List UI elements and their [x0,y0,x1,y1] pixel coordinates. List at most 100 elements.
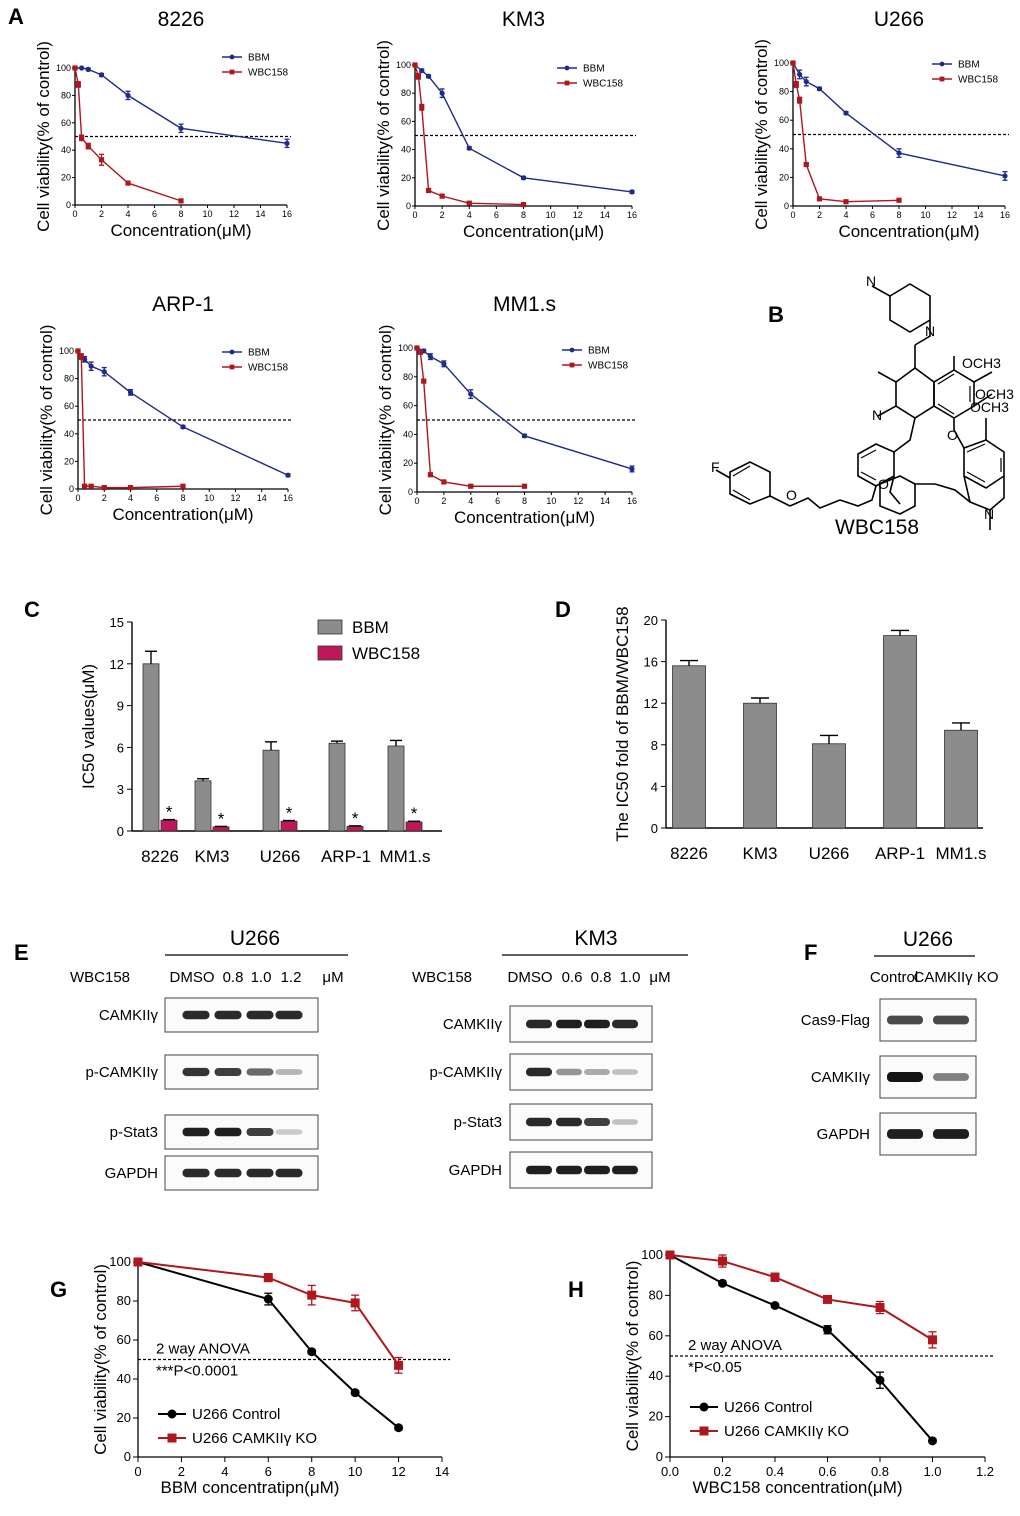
x-tick-label: 0.6 [818,1464,836,1479]
panel-label-c: C [24,597,40,622]
legend-marker [699,1426,709,1436]
data-point [394,1423,404,1433]
annotation: ***P<0.0001 [156,1363,238,1380]
chart-c: 0 3 6 9 12 15 IC50 values(μM) 8226 * KM3 * U266 * ARP… [79,615,442,866]
data-point [88,483,94,489]
y-tick-label: 60 [779,115,789,125]
y-tick-label: 0 [66,200,71,210]
legend-marker [569,362,575,368]
y-axis-label: Cell viability(% of control) [91,1264,110,1455]
data-point [307,1290,317,1300]
y-tick-label: 100 [59,346,74,356]
data-point [180,483,186,489]
blot-title: U266 [903,928,953,951]
x-tick-label: 2 [817,210,822,220]
x-tick-label: 10 [204,493,214,503]
legend-label: U266 Control [724,1399,812,1416]
blot-title: U266 [230,927,280,950]
x-tick-label: 1.0 [923,1464,941,1479]
y-tick-label: 60 [117,1332,131,1347]
chart-h: 0.0 0.2 0.4 0.6 0.8 1.0 1.2 0 20 40 60 80 100 WBC158 … [623,1247,994,1497]
x-tick-label: 8 [178,209,183,219]
y-tick-label: 20 [64,456,74,466]
data-point [439,193,445,199]
protein-label: p-Stat3 [110,1124,158,1141]
x-axis-label: BBM concentratipn(μM) [161,1478,340,1497]
significance-star: * [218,809,225,828]
data-point [468,391,474,397]
data-point [284,140,290,146]
y-tick-label: 40 [403,429,413,439]
data-point [875,1375,885,1385]
y-tick-label: 60 [403,401,413,411]
data-point [101,485,107,491]
x-tick-label: 6 [152,209,157,219]
legend-label: BBM [958,60,980,71]
y-tick-label: 100 [109,1254,131,1269]
data-point [425,73,432,79]
atom-och3-2: OCH3 [975,386,1014,402]
x-tick-label: 6 [495,496,500,506]
data-point [127,389,134,395]
data-point [72,65,78,71]
blot-band [246,1068,274,1076]
y-tick-label: 20 [649,1409,663,1424]
data-point [75,81,81,88]
blot-band [182,1127,210,1137]
bar [387,745,405,832]
y-tick-label: 0 [656,1449,663,1464]
significance-star: * [286,804,293,823]
x-tick-label: 2 [178,1464,185,1479]
bar [743,702,777,829]
chart-g: 0 2 4 6 8 10 12 14 0 20 40 60 80 100 BBM concentratipn… [91,1254,450,1497]
data-point [88,363,94,369]
y-axis-label: Cell viability(% of control) [34,41,53,232]
blot-panel: U266 WBC158 DMSO 0.8 1.0 1.2 μM CAMKIIγ p-CAMKII… [70,927,348,1191]
data-point [425,187,432,194]
legend-marker [167,1433,177,1443]
legend-label: U266 Control [192,1406,280,1423]
blot-band [246,1010,274,1020]
x-tick-label: 10 [546,210,556,220]
legend-label: U266 CAMKIIγ KO [724,1423,849,1440]
data-point [85,66,91,72]
blot-band [933,1073,969,1081]
panel-label-h: H [568,1277,584,1302]
x-tick-label: 10 [202,209,212,219]
y-tick-label: 80 [401,88,411,98]
blot-band [182,1010,210,1020]
x-tick-label: 6 [494,210,499,220]
y-tick-label: 80 [649,1287,663,1302]
legend-label: WBC158 [248,363,288,374]
x-tick-label: 4 [125,209,130,219]
atom-n2: N [925,323,935,339]
legend-marker [939,76,945,82]
legend-marker [699,1402,709,1412]
blot-band [612,1119,638,1125]
x-tick-label: 12 [391,1464,405,1479]
x-tick-label: 12 [230,493,240,503]
data-point [75,348,81,354]
x-tick-label: 4 [128,493,133,503]
x-tick-label: 0 [414,496,419,506]
x-tick-label: 12 [573,496,583,506]
y-tick-label: 40 [61,145,71,155]
x-tick-label: 2 [102,493,107,503]
category-label: KM3 [743,844,778,863]
y-tick-label: 80 [64,374,74,384]
data-point [896,150,902,156]
data-point [797,71,803,78]
data-point [180,424,186,430]
series-line [414,64,524,206]
chart-a5: 0 2 4 6 8 10 12 14 16 0 20 40 60 80 100 Concentration(μ… [376,293,637,527]
y-tick-label: 0 [69,484,74,494]
x-tick-label: 0 [412,210,417,220]
blot-band [556,1068,582,1076]
chart-a1: 0 2 4 6 8 10 12 14 16 0 20 40 60 80 100 Concentration(μ… [34,8,292,240]
legend-label: WBC158 [588,361,628,372]
y-tick-label: 0 [784,201,789,211]
y-tick-label: 100 [398,343,413,353]
atom-f: F [711,459,720,475]
chart-title: MM1.s [493,293,556,316]
